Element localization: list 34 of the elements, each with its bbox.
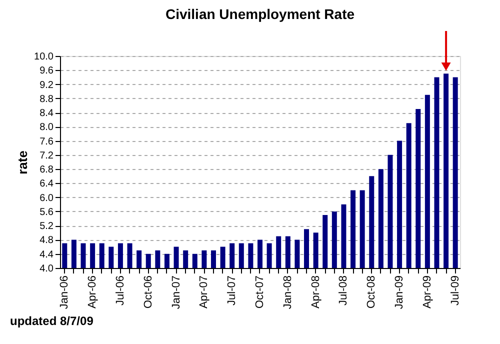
x-tick-label: Apr-07: [198, 276, 210, 309]
x-tick-label: Jan-06: [58, 276, 71, 310]
x-tick-label: Jan-07: [170, 276, 182, 310]
x-tick-label: Oct-07: [254, 276, 266, 309]
x-tick-label: Jul-07: [226, 276, 238, 306]
x-tick-label: Apr-08: [310, 276, 322, 309]
y-tick-label: 8.0: [40, 122, 54, 134]
y-tick-label: 9.6: [40, 66, 54, 77]
y-tick-label: 4.0: [40, 264, 54, 274]
y-tick-label: 7.2: [40, 150, 54, 162]
y-tick-label: 8.8: [40, 94, 54, 105]
y-tick-label: 5.6: [40, 206, 54, 218]
x-tick-label: Jul-06: [114, 276, 126, 306]
y-tick-label: 5.2: [40, 221, 54, 232]
x-tick-label: Jan-08: [282, 276, 294, 310]
y-tick-label: 10.0: [34, 52, 54, 62]
y-tick-label: 6.0: [40, 192, 54, 204]
x-tick-label: Jul-09: [449, 276, 462, 306]
x-tick-label: Oct-06: [142, 276, 154, 309]
y-tick-label: 6.4: [40, 178, 54, 190]
x-tick-label: Jan-09: [394, 276, 406, 310]
x-tick-label: Jul-08: [338, 276, 350, 306]
x-tick-label: Apr-06: [86, 276, 99, 309]
chart-title: Civilian Unemployment Rate: [165, 6, 355, 22]
x-tick-label: Oct-08: [366, 276, 378, 309]
y-tick-label: 8.4: [40, 108, 54, 120]
y-tick-label: 7.6: [40, 136, 54, 148]
y-tick-label: 9.2: [40, 80, 54, 91]
x-tick-label: Apr-09: [421, 276, 434, 309]
y-axis-title: rate: [15, 150, 30, 174]
y-tick-label: 4.8: [40, 235, 54, 246]
y-tick-label: 4.4: [40, 249, 54, 260]
text: updated 8/7/09: [10, 314, 94, 328]
y-tick-label: 6.8: [40, 164, 54, 176]
